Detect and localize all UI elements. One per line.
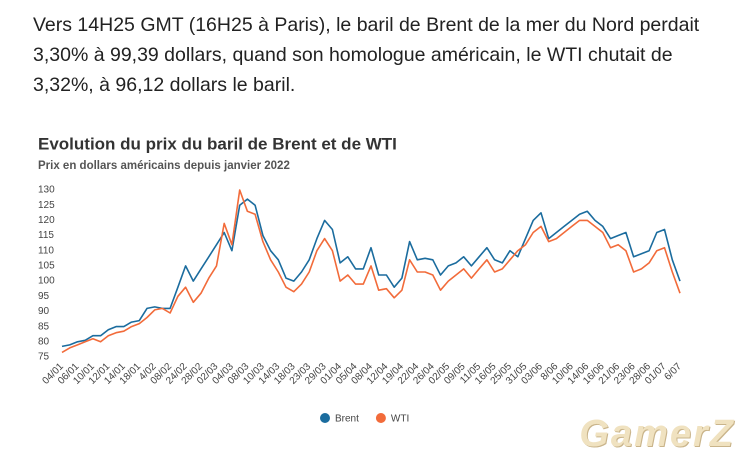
legend-marker <box>320 413 330 423</box>
y-tick-label: 90 <box>38 306 50 317</box>
y-tick-label: 120 <box>38 215 55 226</box>
series-line <box>61 198 681 348</box>
chart-subtitle: Prix en dollars américains depuis janvie… <box>38 160 290 172</box>
legend-label: Brent <box>335 414 359 425</box>
y-tick-label: 105 <box>38 261 55 272</box>
chart-title: Evolution du prix du baril de Brent et d… <box>38 134 397 153</box>
y-tick-label: 100 <box>38 276 55 287</box>
intro-text: Vers 14H25 GMT (16H25 à Paris), le baril… <box>33 14 700 96</box>
y-tick-label: 125 <box>38 200 55 211</box>
y-tick-label: 110 <box>38 245 54 256</box>
y-tick-label: 130 <box>38 185 55 196</box>
y-tick-label: 95 <box>38 291 50 302</box>
watermark: GamerZ <box>579 413 735 455</box>
legend-marker <box>375 413 386 423</box>
y-tick-label: 115 <box>38 230 54 241</box>
y-tick-label: 85 <box>38 321 50 332</box>
series-line <box>61 189 681 354</box>
legend-label: WTI <box>391 414 409 425</box>
y-tick-label: 75 <box>38 352 50 363</box>
y-tick-label: 80 <box>38 336 50 347</box>
x-tick-label: 6/07 <box>662 361 684 383</box>
